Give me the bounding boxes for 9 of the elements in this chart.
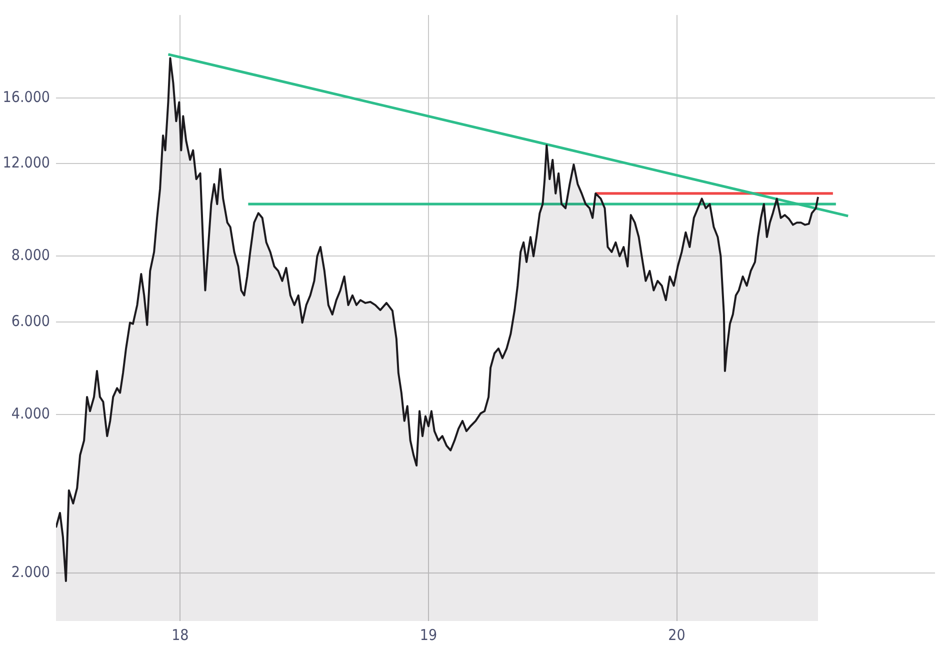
y-tick-label: 2.000 bbox=[11, 562, 50, 581]
y-tick-label: 8.000 bbox=[11, 246, 50, 264]
y-tick-label: 12.000 bbox=[2, 153, 50, 172]
x-tick-label: 20 bbox=[668, 626, 686, 644]
x-tick-label: 19 bbox=[420, 626, 438, 644]
y-tick-label: 6.000 bbox=[11, 312, 50, 330]
y-tick-label: 16.000 bbox=[2, 88, 50, 106]
x-tick-label: 18 bbox=[172, 626, 189, 644]
y-tick-label: 4.000 bbox=[11, 404, 50, 422]
